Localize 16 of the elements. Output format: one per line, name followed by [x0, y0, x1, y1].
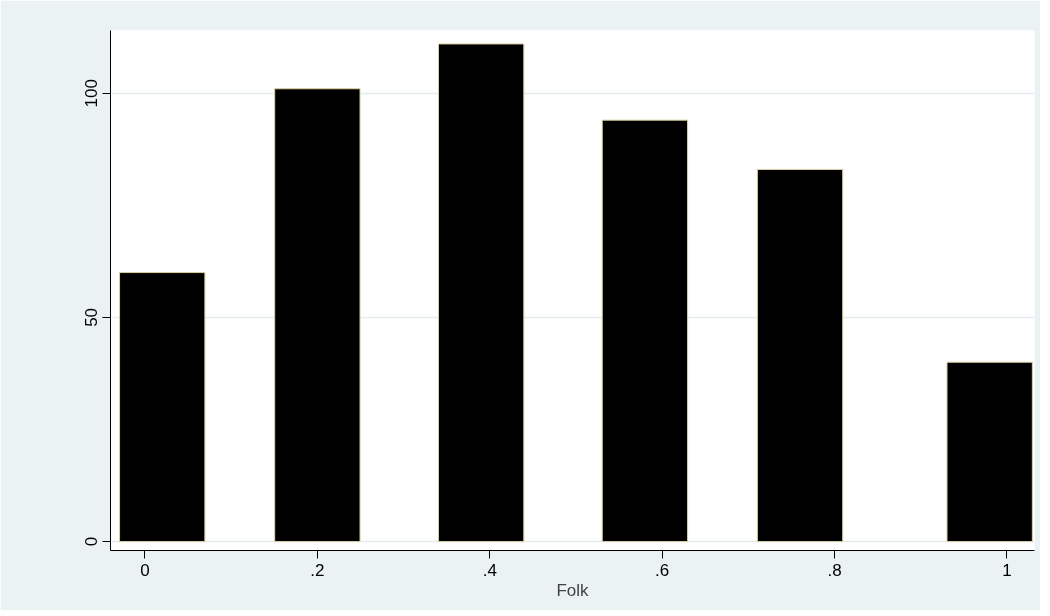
x-tick-label: 0: [140, 560, 150, 580]
y-tick-label: 50: [82, 307, 102, 327]
x-tick-label: 1: [1002, 560, 1012, 580]
bar: [946, 361, 1033, 543]
bar: [756, 168, 844, 543]
x-axis-title: Folk: [556, 580, 590, 600]
x-tick-label: .4: [482, 560, 497, 580]
y-tick-label: 0: [82, 536, 102, 547]
x-tick-label: .8: [827, 560, 842, 580]
y-tick-label: 100: [82, 79, 102, 108]
bar: [437, 43, 525, 543]
x-tick-label: .2: [310, 560, 325, 580]
bar: [601, 119, 689, 543]
x-tick-label: .6: [655, 560, 670, 580]
bar: [274, 88, 361, 543]
bar: [119, 272, 206, 543]
